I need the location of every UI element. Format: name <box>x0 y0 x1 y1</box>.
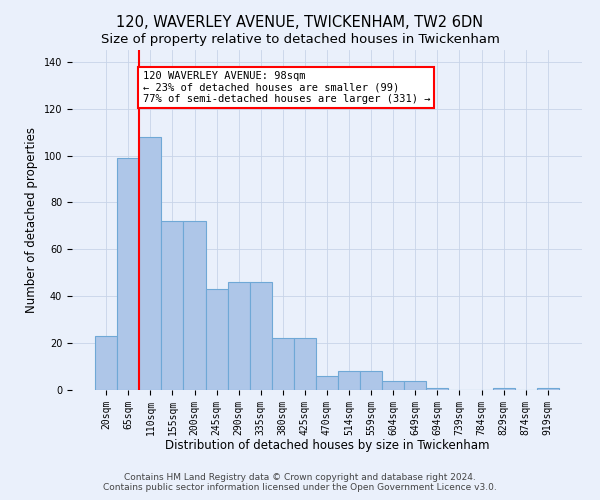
Y-axis label: Number of detached properties: Number of detached properties <box>25 127 38 313</box>
Bar <box>272 338 294 390</box>
Bar <box>161 221 184 390</box>
Bar <box>493 388 515 390</box>
Bar <box>184 221 206 390</box>
Bar <box>316 376 338 390</box>
Bar <box>404 380 427 390</box>
Bar <box>250 282 272 390</box>
Bar <box>95 336 117 390</box>
Bar <box>294 338 316 390</box>
Bar <box>227 282 250 390</box>
Bar <box>206 289 227 390</box>
Text: Size of property relative to detached houses in Twickenham: Size of property relative to detached ho… <box>101 32 499 46</box>
Text: 120 WAVERLEY AVENUE: 98sqm
← 23% of detached houses are smaller (99)
77% of semi: 120 WAVERLEY AVENUE: 98sqm ← 23% of deta… <box>143 71 430 104</box>
Bar <box>537 388 559 390</box>
Bar <box>338 371 360 390</box>
Bar <box>139 137 161 390</box>
Text: 120, WAVERLEY AVENUE, TWICKENHAM, TW2 6DN: 120, WAVERLEY AVENUE, TWICKENHAM, TW2 6D… <box>116 15 484 30</box>
X-axis label: Distribution of detached houses by size in Twickenham: Distribution of detached houses by size … <box>165 439 489 452</box>
Bar <box>427 388 448 390</box>
Bar <box>360 371 382 390</box>
Bar <box>117 158 139 390</box>
Bar <box>382 380 404 390</box>
Text: Contains HM Land Registry data © Crown copyright and database right 2024.
Contai: Contains HM Land Registry data © Crown c… <box>103 473 497 492</box>
